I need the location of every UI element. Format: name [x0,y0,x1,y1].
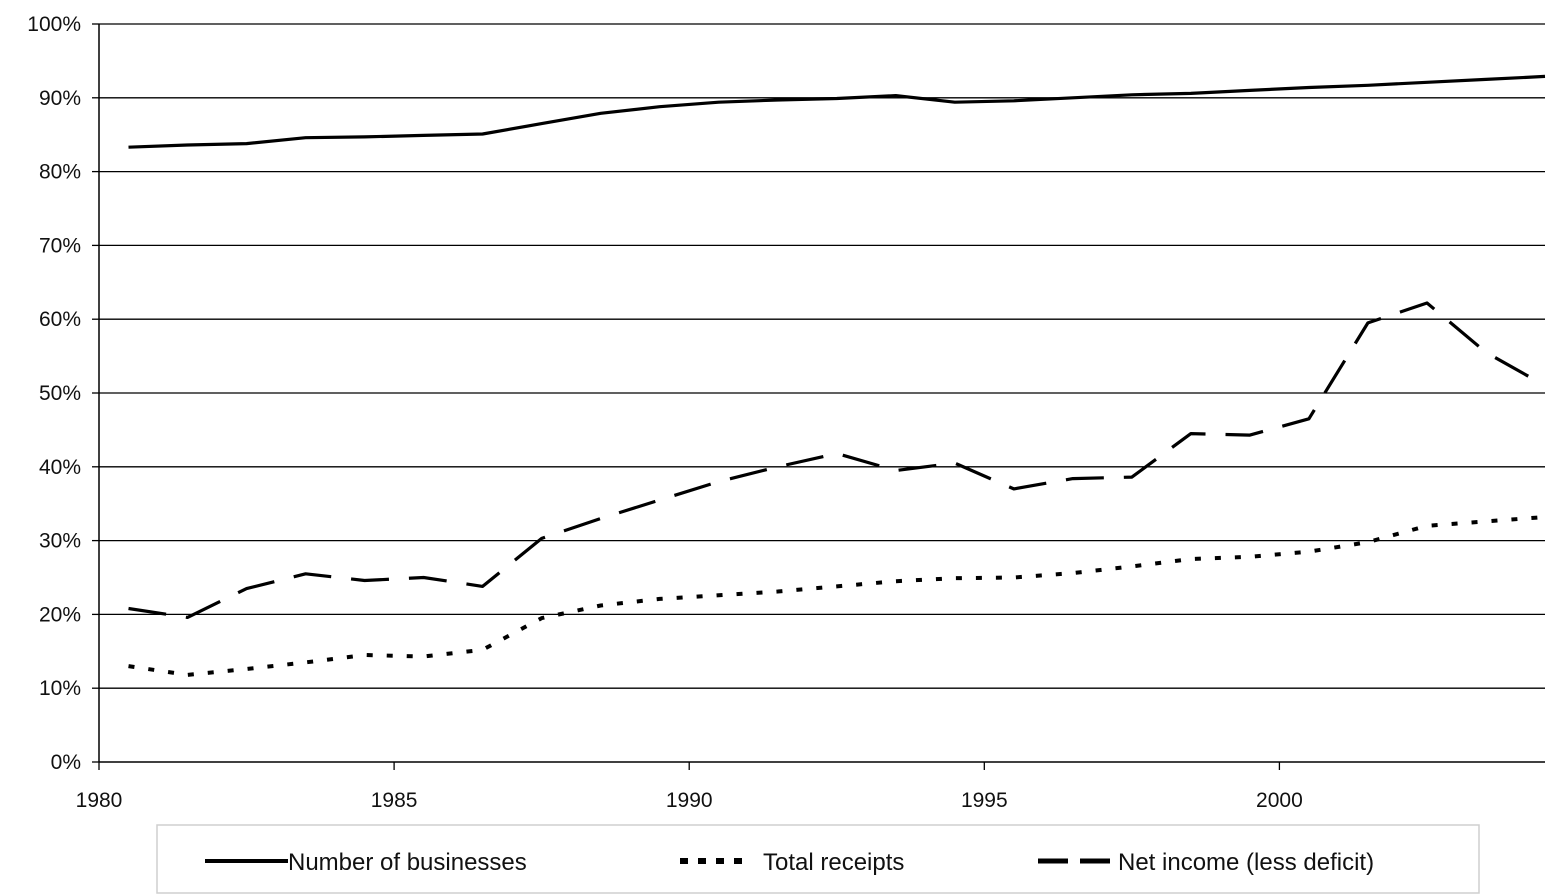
series-lines [128,74,1546,677]
data-point-s1-6 [482,649,484,651]
data-point-s1-18 [1190,558,1192,560]
data-point-s1-17 [1131,565,1133,567]
data-point-s1-16 [1072,572,1074,574]
y-tick-label-20: 20% [39,603,81,626]
data-point-s2-14 [954,462,956,464]
x-tick-label-2000: 2000 [1256,789,1303,812]
data-point-s1-3 [305,661,307,663]
x-tick-label-1985: 1985 [371,789,418,812]
y-tick-label-60: 60% [39,308,81,331]
data-point-s2-13 [895,470,897,472]
data-point-s2-12 [836,453,838,455]
data-point-s1-14 [954,577,956,579]
data-point-s1-15 [1013,577,1015,579]
data-point-s1-20 [1308,551,1310,553]
x-tick-label-1980: 1980 [76,789,123,812]
legend-label-net-income: Net income (less deficit) [1118,849,1374,876]
y-tick-label-80: 80% [39,161,81,184]
data-point-s2-9 [659,499,661,501]
tick-labels: 0% 10% 20% 30% 40% 50% 60% 70% 80% 90% 100% 1980 198… [27,13,1302,812]
axes [92,23,1545,770]
data-point-s2-23 [1485,351,1487,353]
data-point-s1-2 [246,668,248,670]
y-tick-label-100: 100% [27,13,81,36]
y-tick-label-30: 30% [39,530,81,553]
y-tick-label-50: 50% [39,382,81,405]
legend-label-number-of-businesses: Number of businesses [288,849,527,876]
data-point-s1-21 [1367,541,1369,543]
y-tick-label-10: 10% [39,677,81,700]
x-tick-label-1990: 1990 [666,789,713,812]
data-point-s1-24 [1544,516,1546,518]
legend: Number of businesses Total receipts Net … [156,824,1480,894]
y-tick-label-40: 40% [39,456,81,479]
data-point-s1-22 [1426,525,1428,527]
data-point-s2-10 [718,481,720,483]
y-tick-label-0: 0% [51,751,81,774]
y-tick-label-90: 90% [39,87,81,110]
data-point-s1-4 [364,654,366,656]
data-point-s1-5 [423,656,425,658]
data-point-s1-23 [1485,520,1487,522]
x-tick-label-1995: 1995 [961,789,1008,812]
series-line-number-of-businesses [128,74,1546,149]
y-tick-label-70: 70% [39,234,81,257]
data-point-s2-24 [1544,385,1546,387]
data-point-s1-19 [1249,556,1251,558]
series-line-net-income-less-deficit [128,301,1546,620]
legend-box [156,824,1480,894]
legend-label-total-receipts: Total receipts [763,849,904,876]
series-line-total-receipts [128,515,1546,677]
